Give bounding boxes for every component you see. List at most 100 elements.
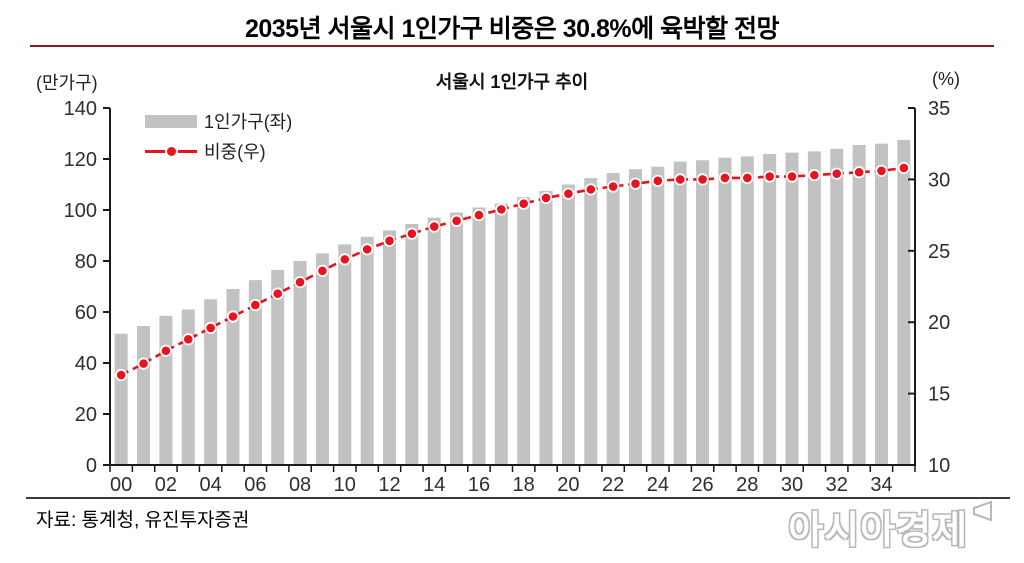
- pct-point-09: [316, 264, 329, 277]
- left-tick-label: 100: [64, 200, 97, 222]
- bar-27: [718, 157, 732, 465]
- x-tick-label: 34: [870, 474, 892, 496]
- x-tick-label: 06: [244, 474, 266, 496]
- right-tick-label: 30: [928, 169, 950, 191]
- bar-02: [159, 315, 173, 465]
- bar-09: [315, 253, 329, 465]
- bar-33: [852, 144, 866, 465]
- bar-00: [114, 333, 128, 465]
- pct-point-04: [204, 321, 217, 335]
- legend-item-line: 비중(우): [145, 136, 292, 166]
- bar-28: [740, 156, 754, 465]
- pct-point-06: [249, 298, 262, 312]
- source-divider: [26, 497, 1010, 499]
- x-tick-label: 28: [736, 474, 758, 496]
- page-title: 2035년 서울시 1인가구 비중은 30.8%에 육박할 전망: [244, 15, 780, 43]
- x-tick-label: 16: [468, 474, 490, 496]
- bar-06: [248, 280, 262, 465]
- x-tick-label: 20: [557, 474, 579, 496]
- x-tick-label: 32: [826, 474, 848, 496]
- right-tick-label: 20: [928, 312, 950, 334]
- left-tick-label: 40: [75, 353, 97, 375]
- bar-20: [561, 184, 575, 465]
- watermark-flag-icon: [973, 500, 992, 522]
- title-underline: [30, 45, 994, 47]
- bar-25: [673, 161, 687, 466]
- pct-point-26: [696, 173, 709, 186]
- publisher-watermark-text: 아시아경제: [788, 510, 968, 552]
- pct-point-02: [159, 344, 173, 357]
- pct-point-00: [115, 368, 128, 382]
- bar-32: [830, 148, 844, 466]
- pct-point-30: [785, 170, 799, 183]
- pct-point-29: [763, 170, 776, 183]
- bar-21: [584, 178, 598, 465]
- right-tick-label: 35: [928, 98, 950, 120]
- x-tick-label: 22: [602, 474, 624, 496]
- pct-point-35: [897, 161, 910, 175]
- x-tick-label: 14: [423, 474, 445, 496]
- x-tick-label: 12: [378, 474, 400, 496]
- pct-point-23: [629, 177, 642, 190]
- chart-legend: 1인가구(좌) 비중(우): [145, 106, 292, 166]
- bar-01: [137, 326, 151, 465]
- pct-point-34: [875, 164, 888, 177]
- line-swatch-icon: [145, 145, 197, 158]
- x-tick-label: 24: [647, 474, 669, 496]
- pct-point-22: [607, 180, 620, 193]
- x-tick-label: 02: [155, 474, 177, 496]
- bar-12: [383, 230, 397, 465]
- pct-point-11: [361, 243, 374, 256]
- right-axis-unit-label: (%): [932, 69, 960, 89]
- pct-point-05: [226, 310, 240, 323]
- bar-29: [763, 153, 777, 465]
- bar-07: [271, 269, 285, 465]
- x-tick-label: 00: [110, 474, 132, 496]
- pct-point-28: [741, 171, 754, 185]
- left-axis-unit-label: (만가구): [36, 73, 98, 93]
- bar-18: [517, 197, 531, 465]
- left-tick-label: 20: [75, 404, 97, 426]
- pct-point-19: [539, 191, 553, 205]
- bar-08: [293, 261, 307, 465]
- legend-bar-label: 1인가구(좌): [204, 112, 293, 132]
- bar-05: [226, 289, 240, 465]
- pct-point-15: [450, 214, 463, 227]
- pct-point-03: [182, 333, 195, 346]
- bar-22: [606, 173, 620, 465]
- bar-34: [874, 143, 888, 465]
- pct-point-32: [830, 167, 843, 180]
- bar-31: [807, 151, 821, 465]
- x-tick-label: 18: [513, 474, 535, 496]
- right-tick-label: 10: [928, 455, 950, 477]
- right-tick-label: 15: [928, 384, 950, 406]
- pct-point-25: [674, 173, 687, 186]
- left-tick-label: 140: [64, 98, 97, 120]
- x-tick-label: 26: [691, 474, 713, 496]
- pct-point-01: [137, 357, 150, 370]
- pct-point-13: [405, 227, 418, 240]
- x-tick-label: 08: [289, 474, 311, 496]
- x-tick-label: 04: [200, 474, 222, 496]
- bar-26: [696, 160, 710, 465]
- bar-10: [338, 244, 352, 465]
- bar-16: [472, 207, 486, 465]
- left-tick-label: 120: [64, 149, 97, 171]
- publisher-watermark: 아시아경제: [788, 499, 996, 554]
- pct-point-10: [338, 253, 351, 266]
- pct-point-27: [718, 171, 732, 185]
- left-tick-label: 60: [75, 302, 97, 324]
- bar-19: [539, 190, 553, 465]
- bar-04: [204, 299, 218, 465]
- bar-23: [628, 169, 642, 465]
- pct-point-20: [562, 187, 575, 200]
- x-tick-label: 30: [781, 474, 803, 496]
- pct-point-18: [517, 197, 530, 210]
- left-tick-label: 80: [75, 251, 97, 273]
- legend-item-bar: 1인가구(좌): [145, 106, 292, 136]
- bar-24: [651, 166, 665, 465]
- left-tick-label: 0: [86, 455, 97, 477]
- legend-line-label: 비중(우): [204, 142, 266, 162]
- bar-11: [360, 236, 374, 465]
